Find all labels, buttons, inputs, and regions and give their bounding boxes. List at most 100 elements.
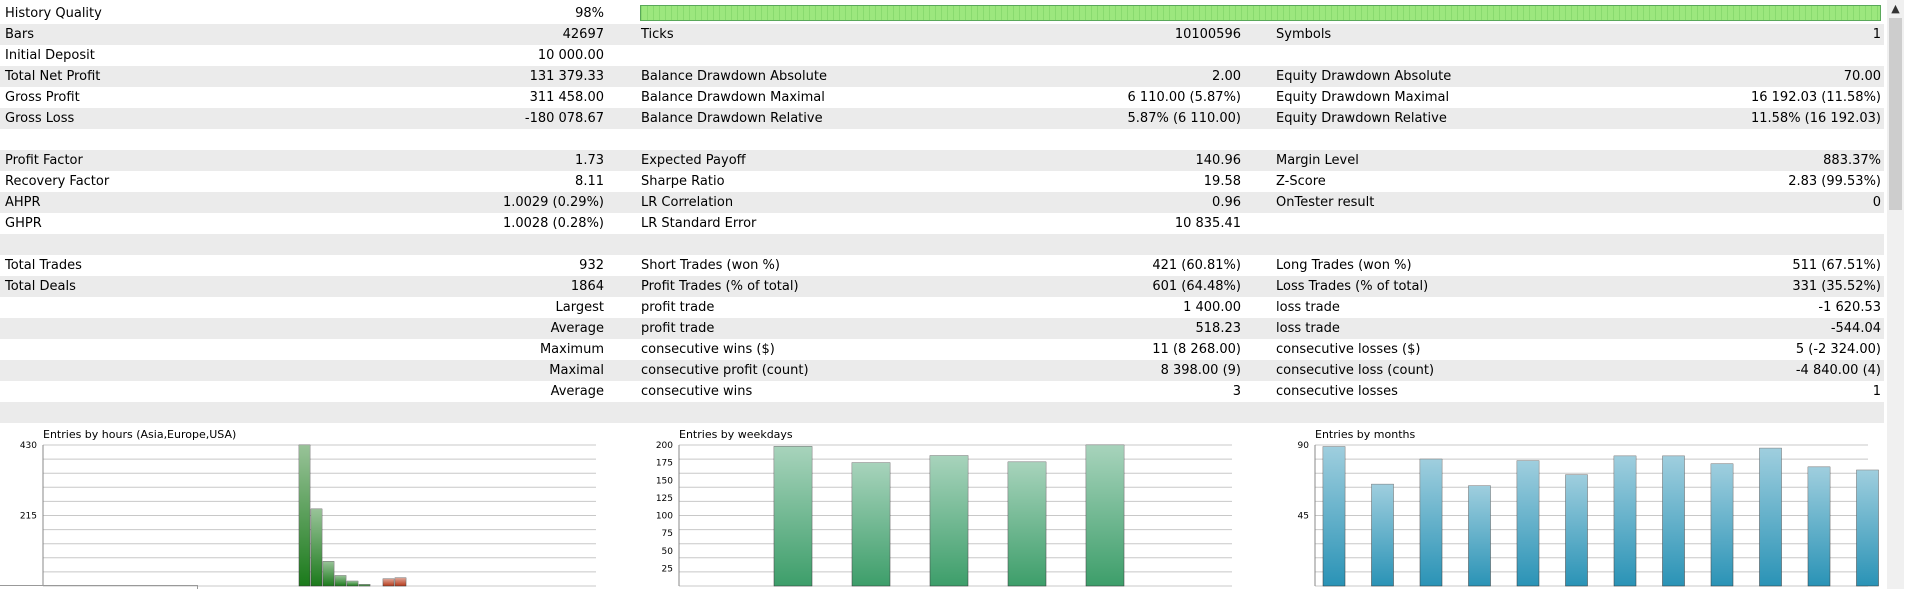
- stat-value: -544.04: [1830, 321, 1881, 336]
- chart-bar-highlight: [1420, 459, 1442, 586]
- stat-value: 1: [1872, 384, 1881, 399]
- chart-bar-highlight: [395, 577, 406, 586]
- stat-label: Total Deals: [5, 279, 76, 294]
- stat-label: consecutive loss (count): [1276, 363, 1435, 378]
- stat-label: Gross Profit: [5, 90, 80, 105]
- stats-row: AHPR 1.0029 (0.29%) LR Correlation 0.96 OnTe…: [0, 192, 1884, 213]
- stat-label: Equity Drawdown Maximal: [1276, 90, 1450, 105]
- stat-value: 19.58: [1203, 174, 1241, 189]
- stat-value: 3: [1232, 384, 1241, 399]
- chart-plot: 90 45: [1298, 441, 1879, 587]
- stat-value: 421 (60.81%): [1152, 258, 1241, 273]
- stat-value: -1 620.53: [1818, 300, 1881, 315]
- stat-label: Symbols: [1276, 27, 1332, 42]
- y-tick-label: 175: [656, 459, 673, 469]
- stat-value: 5 (-2 324.00): [1795, 342, 1881, 357]
- stat-label: Short Trades (won %): [641, 258, 780, 273]
- chart-bar-highlight: [852, 462, 890, 586]
- chart-entries-by-hours: 430 215 Entries by hours (Asia,Europe,USA…: [0, 424, 600, 589]
- stats-row: [0, 129, 1884, 150]
- stat-value: 131 379.33: [529, 69, 604, 84]
- vertical-scrollbar[interactable]: ▲: [1887, 0, 1904, 589]
- y-tick-label: 90: [1298, 441, 1310, 451]
- chart-bar-highlight: [1614, 455, 1636, 586]
- chart-title: Entries by hours (Asia,Europe,USA): [43, 428, 237, 441]
- history-quality-row: History Quality 98%: [0, 3, 1884, 24]
- stat-value: Maximum: [539, 342, 604, 357]
- y-tick-label: 125: [656, 494, 673, 504]
- history-quality-value: 98%: [575, 6, 604, 21]
- stat-label: Bars: [5, 27, 35, 42]
- y-tick-label: 215: [20, 512, 37, 522]
- stats-row: Initial Deposit 10 000.00: [0, 45, 1884, 66]
- stats-row: Recovery Factor 8.11 Sharpe Ratio 19.58 Z-Sc…: [0, 171, 1884, 192]
- stat-label: consecutive profit (count): [641, 363, 809, 378]
- stat-value: 8 398.00 (9): [1160, 363, 1241, 378]
- stats-row: Profit Factor 1.73 Expected Payoff 140.96 Ma…: [0, 150, 1884, 171]
- stats-row: Maximum consecutive wins ($) 11 (8 268.00)…: [0, 339, 1884, 360]
- chart-bar-highlight: [383, 578, 394, 586]
- stat-value: 311 458.00: [529, 90, 604, 105]
- stat-value: Average: [550, 321, 604, 336]
- y-tick-label: 45: [1298, 512, 1309, 522]
- stat-label: consecutive losses: [1276, 384, 1398, 399]
- stat-value: 1864: [570, 279, 604, 294]
- stat-label: Equity Drawdown Absolute: [1276, 69, 1452, 84]
- stat-label: Loss Trades (% of total): [1276, 279, 1429, 294]
- chart-bar-highlight: [1008, 461, 1046, 586]
- stat-label: profit trade: [641, 300, 715, 315]
- stat-label: Initial Deposit: [5, 48, 95, 63]
- stat-label: consecutive losses ($): [1276, 342, 1421, 357]
- stat-label: Total Trades: [5, 258, 82, 273]
- stat-value: 0.96: [1212, 195, 1241, 210]
- stat-value: 2.83 (99.53%): [1788, 174, 1881, 189]
- stat-value: Largest: [555, 300, 604, 315]
- stat-value: 511 (67.51%): [1792, 258, 1881, 273]
- chart-bar-highlight: [1711, 463, 1733, 586]
- stat-label: LR Standard Error: [641, 216, 757, 231]
- stats-row: Total Deals 1864 Profit Trades (% of total…: [0, 276, 1884, 297]
- stat-value: 1.0028 (0.28%): [502, 216, 604, 231]
- chart-bar-highlight: [359, 584, 370, 586]
- panel-divider: [0, 585, 197, 586]
- stat-label: Profit Trades (% of total): [641, 279, 799, 294]
- stat-label: consecutive wins ($): [641, 342, 775, 357]
- stat-value: 2.00: [1212, 69, 1241, 84]
- chart-title: Entries by weekdays: [679, 428, 793, 441]
- stat-value: 10100596: [1174, 27, 1241, 42]
- stat-value: 11 (8 268.00): [1152, 342, 1241, 357]
- stat-value: 331 (35.52%): [1792, 279, 1881, 294]
- chart-bar-highlight: [774, 446, 812, 586]
- panel-divider: [197, 585, 198, 589]
- stat-label: Z-Score: [1276, 174, 1326, 189]
- chart-bar-highlight: [1808, 466, 1830, 586]
- stat-value: 1 400.00: [1183, 300, 1241, 315]
- chart-bar-highlight: [323, 561, 334, 586]
- chart-bar-highlight: [1371, 484, 1394, 586]
- stat-label: profit trade: [641, 321, 715, 336]
- stat-value: -180 078.67: [524, 111, 604, 126]
- stat-value: 518.23: [1195, 321, 1242, 336]
- scroll-thumb[interactable]: [1889, 18, 1902, 210]
- stat-value: 6 110.00 (5.87%): [1127, 90, 1241, 105]
- stats-row: Average consecutive wins 3 consecutive loss…: [0, 381, 1884, 402]
- stat-value: -4 840.00 (4): [1795, 363, 1881, 378]
- stats-row: Total Net Profit 131 379.33 Balance Drawdo…: [0, 66, 1884, 87]
- entries-charts: 430 215 Entries by hours (Asia,Europe,USA…: [0, 424, 1884, 589]
- stat-label: loss trade: [1276, 300, 1340, 315]
- scroll-up-icon[interactable]: ▲: [1891, 2, 1900, 15]
- stat-label: Balance Drawdown Relative: [641, 111, 823, 126]
- stat-value: 8.11: [575, 174, 604, 189]
- stat-value: Maximal: [549, 363, 604, 378]
- chart-bar-highlight: [1759, 448, 1782, 586]
- stat-value: 16 192.03 (11.58%): [1750, 90, 1881, 105]
- chart-bar-highlight: [347, 581, 358, 586]
- stats-row: Gross Profit 311 458.00 Balance Drawdown M…: [0, 87, 1884, 108]
- stat-value: 1: [1872, 27, 1881, 42]
- stat-label: Sharpe Ratio: [641, 174, 725, 189]
- report-stats-table: History Quality 98% Bars 42697 Ticks 10100596…: [0, 3, 1884, 423]
- stat-value: Average: [550, 384, 604, 399]
- stats-row: [0, 402, 1884, 423]
- chart-bar-highlight: [1662, 455, 1685, 586]
- chart-entries-by-weekdays: 200 175 150 125 100 75 50 25 Entries by weekday…: [636, 424, 1236, 589]
